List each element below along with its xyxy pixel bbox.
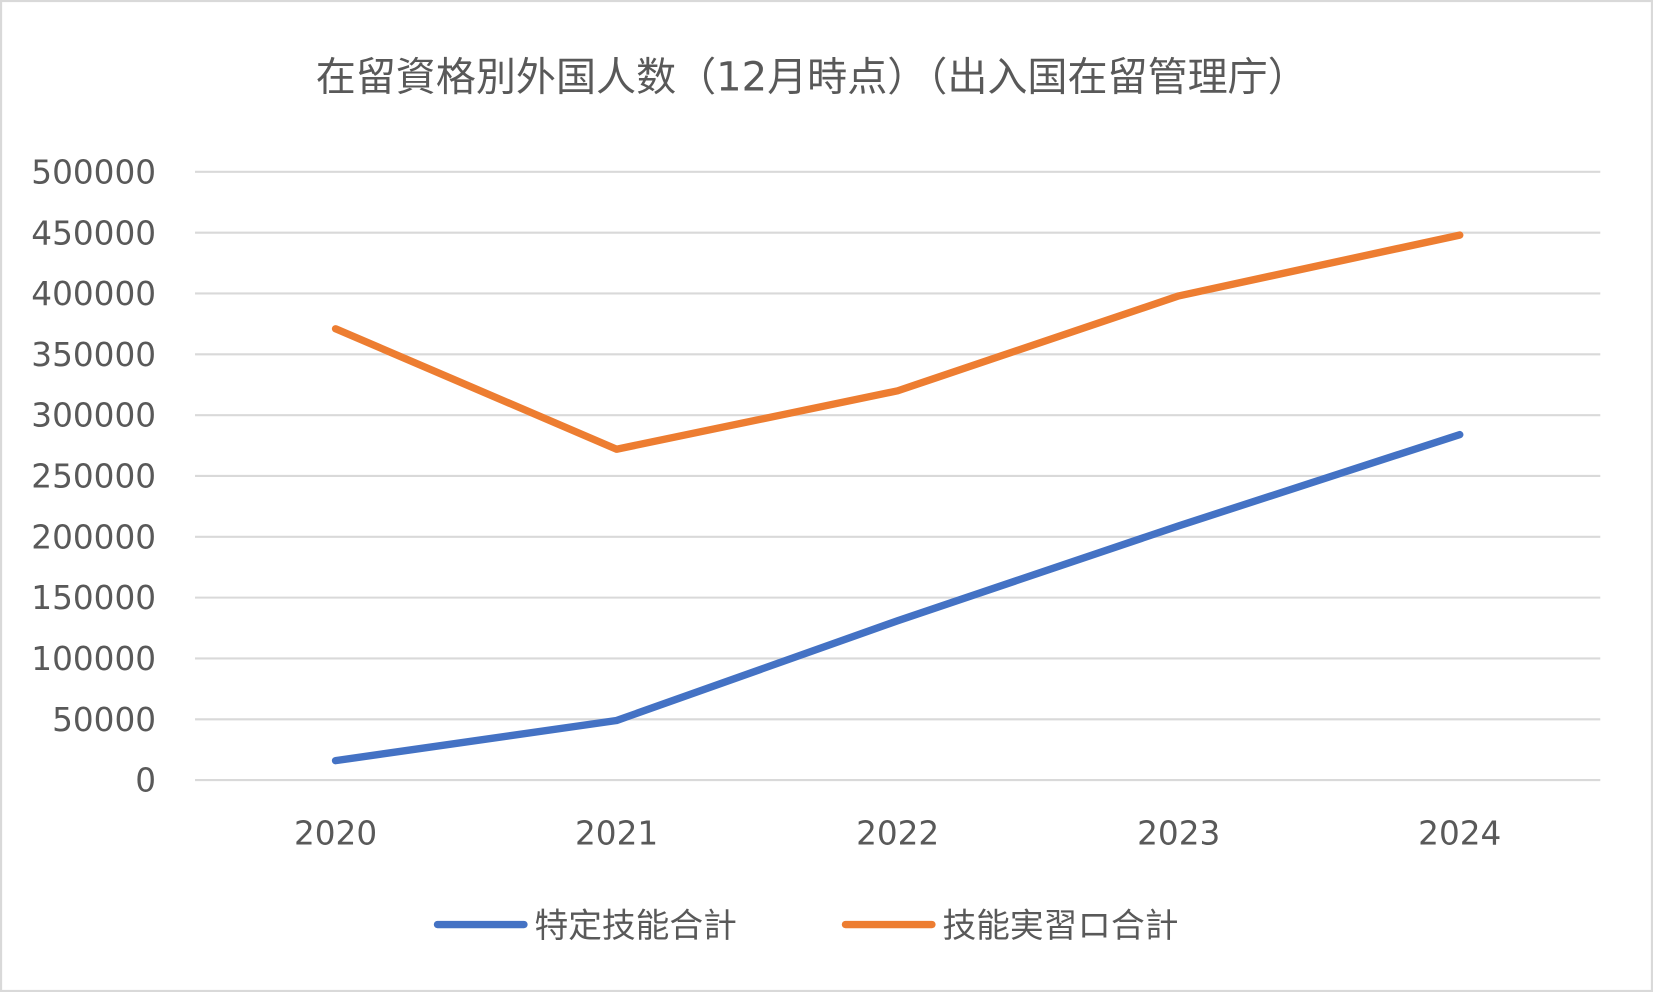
legend-label: 特定技能合計: [534, 906, 736, 945]
x-tick-label: 2021: [575, 814, 658, 852]
x-tick-label: 2020: [294, 814, 377, 852]
y-tick-label: 250000: [31, 458, 156, 496]
legend-label: 技能実習ロ合計: [942, 906, 1178, 945]
y-tick-label: 200000: [31, 518, 156, 556]
series-lines: [331, 231, 1464, 765]
x-tick-label: 2024: [1418, 814, 1501, 852]
y-tick-label: 50000: [52, 701, 156, 739]
y-tick-label: 450000: [31, 214, 156, 252]
y-tick-label: 100000: [31, 640, 156, 678]
x-axis-ticks: 2020 2021 2022 2023 2024: [294, 814, 1501, 852]
y-tick-label: 300000: [31, 397, 156, 435]
x-tick-label: 2023: [1137, 814, 1220, 852]
gridlines: [195, 170, 1601, 782]
y-tick-label: 400000: [31, 275, 156, 313]
y-tick-label: 500000: [31, 153, 156, 191]
y-tick-label: 350000: [31, 336, 156, 374]
y-axis-ticks: 0 50000 100000 150000 200000 250000 300000 3500…: [31, 153, 156, 799]
legend: 特定技能合計 技能実習ロ合計: [433, 906, 1179, 945]
y-tick-label: 150000: [31, 579, 156, 617]
chart-title: 在留資格別外国人数（12月時点）（出入国在留管理庁）: [316, 55, 1308, 101]
y-tick-label: 0: [135, 762, 156, 800]
x-tick-label: 2022: [856, 814, 939, 852]
